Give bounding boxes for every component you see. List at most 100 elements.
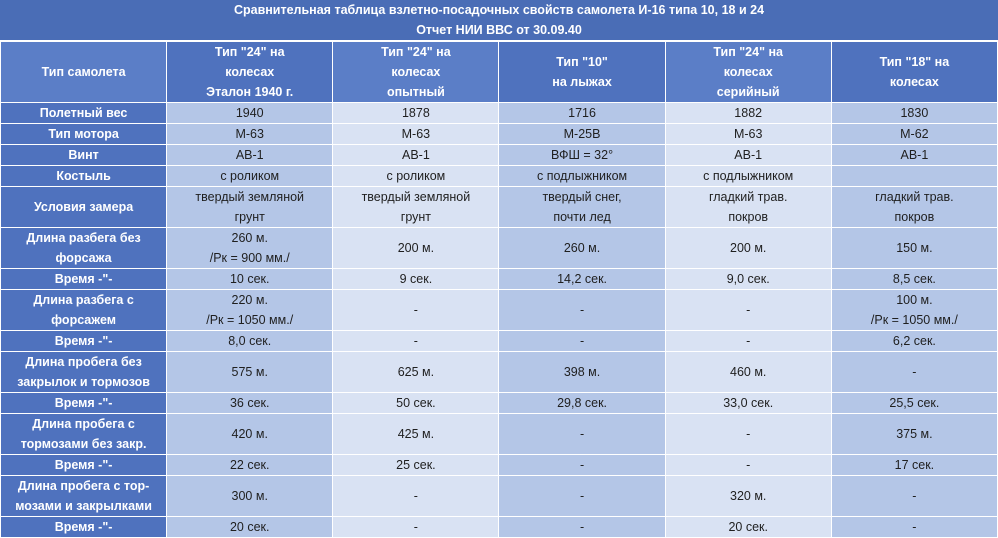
cell: -	[498, 289, 666, 331]
cell: 625 м.	[332, 351, 500, 393]
row-label: Время -"-	[0, 330, 168, 352]
cell: -	[664, 330, 832, 352]
row-label: Длина пробега без закрылок и тормозов	[0, 351, 168, 393]
cell: АВ-1	[332, 144, 500, 166]
cell: с подлыжником	[664, 165, 832, 187]
row-label: Время -"-	[0, 392, 168, 414]
table-row: Костыль с роликом с роликом с подлыжником с …	[0, 165, 998, 187]
cell: 9 сек.	[332, 268, 500, 290]
header-cell: Тип "24" на колесах серийный	[664, 41, 832, 103]
cell: -	[830, 516, 998, 538]
cell: 425 м.	[332, 413, 500, 455]
header-cell: Тип "18" на колесах	[830, 41, 998, 103]
table-row: Тип мотора М-63 М-63 М-25В М-63 М-62	[0, 123, 998, 145]
header-cell: Тип самолета	[0, 41, 168, 103]
cell: 375 м.	[830, 413, 998, 455]
cell: 200 м.	[332, 227, 500, 269]
cell: 25 сек.	[332, 454, 500, 476]
cell: гладкий трав. покров	[830, 186, 998, 228]
cell: -	[332, 516, 500, 538]
cell: 50 сек.	[332, 392, 500, 414]
row-label: Время -"-	[0, 268, 168, 290]
header-cell: Тип "24" на колесах Эталон 1940 г.	[166, 41, 334, 103]
table-row: Время -"- 20 сек. - -20 сек. -	[0, 516, 998, 538]
table-body: Тип самолета Тип "24" на колесах Эталон 1…	[0, 41, 998, 538]
cell: 33,0 сек.	[664, 392, 832, 414]
cell: -	[498, 330, 666, 352]
cell: 1830	[830, 102, 998, 124]
cell: 25,5 сек.	[830, 392, 998, 414]
cell: -	[830, 475, 998, 517]
cell: 20 сек.	[166, 516, 334, 538]
cell: -	[830, 351, 998, 393]
title: Сравнительная таблица взлетно-посадочных…	[233, 3, 765, 17]
cell: 22 сек.	[166, 454, 334, 476]
row-label: Время -"-	[0, 516, 168, 538]
table-row: Длина разбега без форсажа 260 м. /Рк = 90…	[0, 227, 998, 269]
cell: М-63	[332, 123, 500, 145]
cell: 260 м.	[498, 227, 666, 269]
cell: М-63	[166, 123, 334, 145]
cell: М-25В	[498, 123, 666, 145]
cell: 1940	[166, 102, 334, 124]
cell: -	[332, 475, 500, 517]
header-row: Тип самолета Тип "24" на колесах Эталон 1…	[0, 41, 998, 103]
cell: 1878	[332, 102, 500, 124]
table-row: Длина пробега без закрылок и тормозов 575…	[0, 351, 998, 393]
cell: с роликом	[166, 165, 334, 187]
cell: 20 сек.	[664, 516, 832, 538]
cell: -	[664, 289, 832, 331]
cell: 300 м.	[166, 475, 334, 517]
table-row: Полетный вес 1940 1878 1716 1882 1830	[0, 102, 998, 124]
cell: 260 м. /Рк = 900 мм./	[166, 227, 334, 269]
cell: 200 м.	[664, 227, 832, 269]
cell: 150 м.	[830, 227, 998, 269]
cell: с роликом	[332, 165, 500, 187]
cell: -	[498, 454, 666, 476]
row-label: Полетный вес	[0, 102, 168, 124]
cell: 29,8 сек.	[498, 392, 666, 414]
cell: твердый земляной грунт	[332, 186, 500, 228]
cell: 460 м.	[664, 351, 832, 393]
cell: 36 сек.	[166, 392, 334, 414]
cell: АВ-1	[166, 144, 334, 166]
row-label: Длина разбега без форсажа	[0, 227, 168, 269]
cell: АВ-1	[830, 144, 998, 166]
table-row: Винт АВ-1 АВ-1 ВФШ = 32° АВ-1 АВ-1	[0, 144, 998, 166]
cell: 8,0 сек.	[166, 330, 334, 352]
row-label: Длина пробега с тормозами без закр.	[0, 413, 168, 455]
cell: -	[664, 413, 832, 455]
cell: -	[498, 516, 666, 538]
title-block: Сравнительная таблица взлетно-посадочных…	[0, 0, 998, 41]
cell: 100 м. /Рк = 1050 мм./	[830, 289, 998, 331]
cell: 320 м.	[664, 475, 832, 517]
row-label: Длина разбега с форсажем	[0, 289, 168, 331]
cell: -	[498, 475, 666, 517]
cell: 420 м.	[166, 413, 334, 455]
cell: -	[664, 454, 832, 476]
cell: 575 м.	[166, 351, 334, 393]
row-label: Длина пробега с тор- мозами и закрылками	[0, 475, 168, 517]
cell: М-62	[830, 123, 998, 145]
table-row: Длина разбега с форсажем 220 м. /Рк = 105…	[0, 289, 998, 331]
row-label: Условия замера	[0, 186, 168, 228]
table-row: Длина пробега с тор- мозами и закрылками…	[0, 475, 998, 517]
header-cell: Тип "24" на колесах опытный	[332, 41, 500, 103]
cell: ВФШ = 32°	[498, 144, 666, 166]
table: Тип самолета Тип "24" на колесах Эталон 1…	[0, 41, 998, 538]
cell: твердый земляной грунт	[166, 186, 334, 228]
cell: АВ-1	[664, 144, 832, 166]
cell: -	[498, 413, 666, 455]
empty-cell	[830, 165, 998, 187]
cell: 10 сек.	[166, 268, 334, 290]
cell: твердый снег, почти лед	[498, 186, 666, 228]
table-row: Длина пробега с тормозами без закр. 420 м…	[0, 413, 998, 455]
row-label: Время -"-	[0, 454, 168, 476]
cell: М-63	[664, 123, 832, 145]
cell: 220 м. /Рк = 1050 мм./	[166, 289, 334, 331]
cell: 8,5 сек.	[830, 268, 998, 290]
cell: 9,0 сек.	[664, 268, 832, 290]
cell: 17 сек.	[830, 454, 998, 476]
cell: -	[332, 289, 500, 331]
